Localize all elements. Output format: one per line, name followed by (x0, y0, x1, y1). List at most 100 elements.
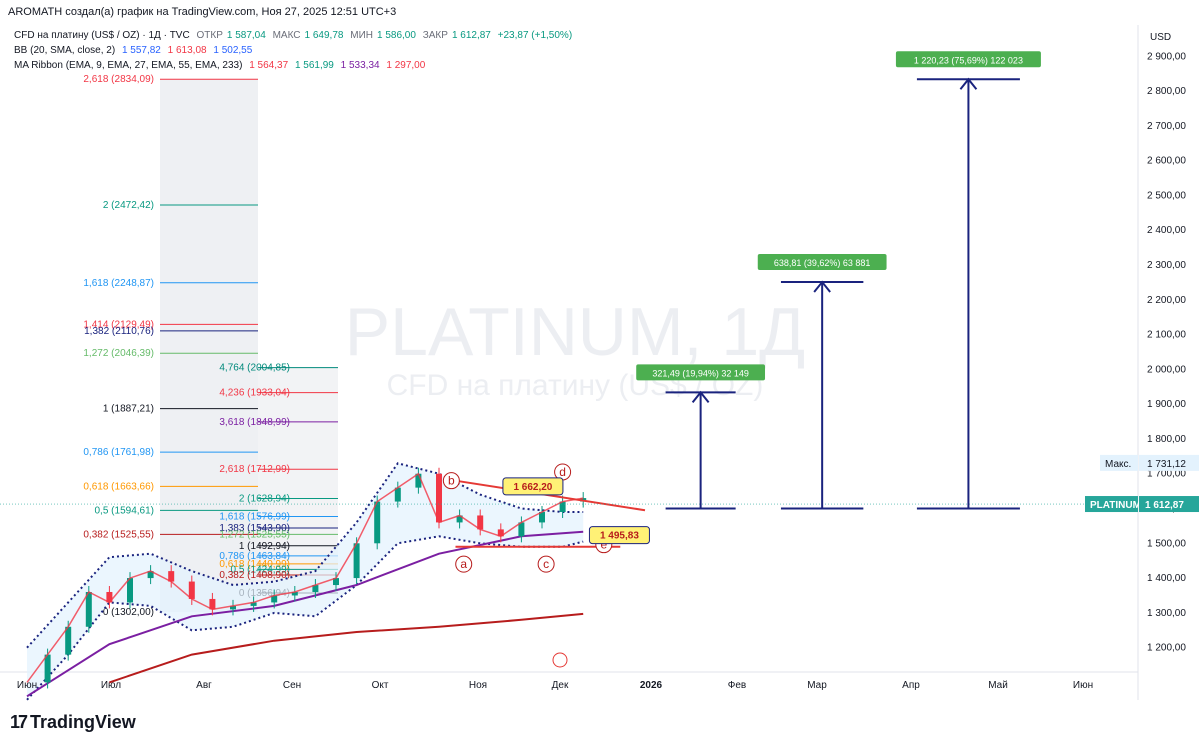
legend-ma-label[interactable]: MA Ribbon (EMA, 9, EMA, 27, EMA, 55, EMA… (14, 60, 243, 71)
max-label: Макс. (1105, 459, 1131, 470)
candle-body (250, 602, 257, 606)
fib-label: 3,618 (1848,99) (219, 417, 290, 428)
fib-label: 0,382 (1408,90) (219, 570, 290, 581)
fib-label: 0,5 (1594,61) (95, 505, 155, 516)
legend-low: 1 586,00 (377, 30, 416, 41)
price-box (502, 477, 564, 496)
price-tick-label: 2 200,00 (1147, 295, 1186, 306)
time-tick-label: Май (988, 680, 1008, 691)
legend-close-label: ЗАКР (422, 30, 448, 41)
candle-body (353, 543, 360, 579)
price-line (26, 472, 584, 683)
price-tick-label: 2 600,00 (1147, 156, 1186, 167)
candle-body (209, 598, 216, 610)
candle-body (230, 605, 236, 610)
candle-body (65, 626, 72, 655)
candle-body (106, 591, 113, 603)
fib-label: 4,236 (1933,04) (219, 388, 290, 399)
time-tick-label: Июл (101, 680, 121, 691)
candle-body (518, 522, 525, 537)
last-price-value-bg (1139, 496, 1199, 513)
fib-label: 0,786 (1463,84) (219, 551, 290, 562)
legend-bb: BB (20, SMA, close, 2) 1 557,82 1 613,08… (14, 45, 256, 56)
time-tick-label: Сен (283, 680, 301, 691)
fib-label: 1,272 (2046,39) (83, 348, 154, 359)
wave-label: c (543, 557, 549, 571)
bollinger-cloud (27, 463, 584, 700)
price-tick-label: 1 300,00 (1147, 608, 1186, 619)
legend-open-label: ОТКР (196, 30, 223, 41)
legend-bb-label[interactable]: BB (20, SMA, close, 2) (14, 45, 116, 56)
candle-body (477, 515, 484, 530)
price-tick-label: 2 700,00 (1147, 121, 1186, 132)
fib-label: 1,382 (2110,76) (84, 326, 154, 337)
wave-label: a (460, 557, 467, 571)
candle-body (85, 591, 92, 627)
candle-body (291, 591, 298, 596)
legend-main: CFD на платину (US$ / OZ) · 1Д · TVC ОТК… (14, 30, 576, 41)
price-box-text: 1 662,20 (513, 482, 552, 493)
wave-label-circle (455, 555, 473, 573)
legend-ma-value: 1 561,99 (294, 60, 334, 71)
legend-symbol[interactable]: CFD на платину (US$ / OZ) · 1Д · TVC (14, 30, 190, 41)
watermark-title: PLATINUM, 1Д (345, 294, 805, 370)
bollinger-upper (26, 462, 584, 649)
legend-open: 1 587,04 (226, 30, 266, 41)
time-tick-label: 2026 (640, 680, 663, 691)
last-price-value: 1 612,87 (1145, 500, 1184, 511)
projection-arrow-head (959, 77, 978, 90)
fib-label: 2 (2472,42) (103, 200, 154, 211)
candle-body (147, 571, 154, 579)
time-tick-label: Июн (17, 680, 37, 691)
fib-label: 1 (1492,94) (239, 541, 290, 552)
legend-ma-value: 1 297,00 (386, 60, 426, 71)
price-tick-label: 1 400,00 (1147, 573, 1186, 584)
fib-label: 2,618 (1712,99) (219, 464, 290, 475)
legend-bb-value: 1 557,82 (121, 45, 161, 56)
tradingview-brand: TradingView (30, 711, 136, 732)
fib-label: 2,618 (2834,09) (83, 74, 154, 85)
candle-body (333, 578, 339, 586)
tradingview-logo[interactable]: 17 TradingView (10, 710, 136, 734)
ema-233-line (109, 612, 584, 684)
price-tick-label: 1 900,00 (1147, 399, 1186, 410)
candle-body (127, 578, 133, 603)
price-box (588, 526, 650, 545)
price-box-text: 1 495,83 (600, 531, 639, 542)
candle-body (271, 595, 278, 603)
projection-label-bg (895, 51, 1041, 68)
fib-label: 1 (1887,21) (103, 404, 154, 415)
candle-body (44, 654, 51, 683)
fib-label: 4,764 (2004,85) (219, 363, 290, 374)
chart-header: AROMATH создал(а) график на TradingView.… (8, 6, 397, 18)
legend-ma-value: 1 533,34 (340, 60, 380, 71)
candle-body (168, 571, 175, 582)
legend-high-label: МАКС (272, 30, 301, 41)
candle-body (539, 511, 545, 523)
price-tick-label: 2 000,00 (1147, 364, 1186, 375)
legend-ma-value: 1 564,37 (249, 60, 289, 71)
last-price-name-bg (1085, 496, 1138, 513)
bollinger-lower (26, 535, 584, 701)
time-tick-label: Июн (1073, 680, 1093, 691)
fib-label: 1,414 (2129,49) (83, 319, 154, 330)
last-price-name: PLATINUM (1090, 500, 1141, 511)
legend-ma: MA Ribbon (EMA, 9, EMA, 27, EMA, 55, EMA… (14, 60, 429, 71)
price-tick-label: 2 800,00 (1147, 86, 1186, 97)
wave-label: d (559, 465, 566, 479)
candle-body (415, 473, 422, 488)
wave-label: b (448, 474, 455, 488)
projection-arrow-head (813, 280, 831, 293)
legend-change: +23,87 (+1,50%) (497, 30, 573, 41)
fib-label: 1,618 (1576,99) (219, 512, 290, 523)
tradingview-mark-icon: 17 (10, 711, 28, 732)
wave-label-circle (442, 472, 460, 490)
fib-label: 0,382 (1525,55) (83, 529, 154, 540)
fib-label: 0,786 (1761,98) (83, 447, 154, 458)
projection-label: 1 220,23 (75,69%) 122 023 (914, 55, 1023, 65)
time-tick-label: Мар (807, 680, 827, 691)
legend-high: 1 649,78 (304, 30, 344, 41)
price-tick-label: 2 100,00 (1147, 330, 1186, 341)
candle-body (497, 529, 504, 537)
